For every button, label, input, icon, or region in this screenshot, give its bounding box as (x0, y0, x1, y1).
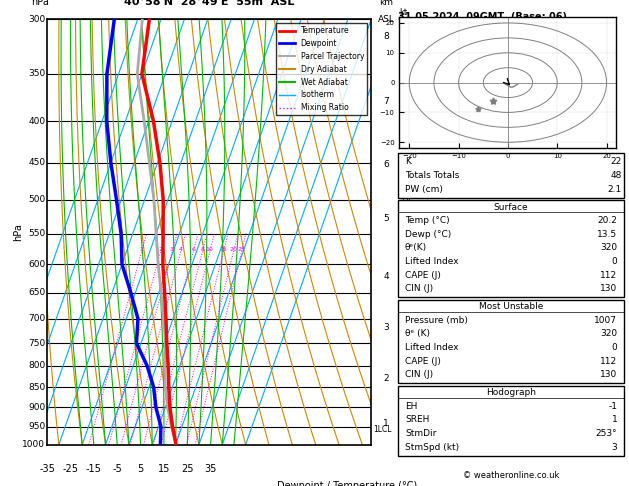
Bar (398, 153, 625, 198)
Text: 1000: 1000 (23, 440, 45, 449)
Text: 6: 6 (383, 160, 389, 170)
Text: ASL: ASL (377, 15, 394, 24)
Text: 15: 15 (220, 247, 227, 252)
Text: 0: 0 (611, 343, 617, 352)
Text: 600: 600 (28, 260, 45, 269)
Text: Totals Totals: Totals Totals (405, 171, 459, 180)
Text: 8: 8 (201, 247, 204, 252)
Text: 7: 7 (383, 97, 389, 105)
Text: Dewp (°C): Dewp (°C) (405, 230, 451, 239)
Text: 1: 1 (611, 416, 617, 424)
Text: 1LCL: 1LCL (373, 425, 391, 434)
Text: θᵉ(K): θᵉ(K) (405, 243, 427, 252)
Bar (398, 386, 625, 456)
Text: -35: -35 (39, 464, 55, 474)
Text: 800: 800 (28, 362, 45, 370)
Text: -15: -15 (86, 464, 102, 474)
Text: 15: 15 (158, 464, 170, 474)
Text: 112: 112 (600, 357, 617, 365)
Text: 2: 2 (383, 374, 389, 382)
Text: EH: EH (405, 402, 417, 411)
Text: kt: kt (399, 8, 408, 17)
Text: 0: 0 (611, 257, 617, 266)
Text: K: K (405, 157, 411, 166)
Text: 700: 700 (28, 314, 45, 323)
Text: 2: 2 (159, 247, 162, 252)
Text: 1: 1 (383, 419, 389, 429)
Text: 550: 550 (28, 229, 45, 238)
Text: 850: 850 (28, 383, 45, 392)
Text: 1: 1 (140, 247, 143, 252)
Text: StmSpd (kt): StmSpd (kt) (405, 443, 459, 451)
Text: 300: 300 (28, 15, 45, 24)
Text: -25: -25 (62, 464, 79, 474)
Text: 35: 35 (204, 464, 217, 474)
Text: 6: 6 (191, 247, 195, 252)
Text: Lifted Index: Lifted Index (405, 343, 459, 352)
Text: 3: 3 (383, 323, 389, 331)
Text: 750: 750 (28, 339, 45, 347)
Text: 22: 22 (611, 157, 622, 166)
Text: 253°: 253° (596, 429, 617, 438)
Text: Pressure (mb): Pressure (mb) (405, 316, 468, 325)
Bar (398, 300, 625, 383)
Text: 31.05.2024  09GMT  (Base: 06): 31.05.2024 09GMT (Base: 06) (398, 12, 567, 22)
Text: θᵉ (K): θᵉ (K) (405, 330, 430, 338)
Text: Temp (°C): Temp (°C) (405, 216, 450, 225)
Text: 4: 4 (383, 273, 389, 281)
Text: 13.5: 13.5 (597, 230, 617, 239)
Text: 450: 450 (28, 158, 45, 167)
Text: 500: 500 (28, 195, 45, 205)
Text: 5: 5 (383, 214, 389, 223)
Text: 320: 320 (600, 243, 617, 252)
Text: 5: 5 (138, 464, 143, 474)
Text: 10: 10 (206, 247, 213, 252)
Text: 40°58'N  28°49'E  55m  ASL: 40°58'N 28°49'E 55m ASL (124, 0, 294, 7)
Text: -5: -5 (113, 464, 122, 474)
Text: 20.2: 20.2 (598, 216, 617, 225)
Text: Lifted Index: Lifted Index (405, 257, 459, 266)
Text: CIN (J): CIN (J) (405, 370, 433, 379)
Text: 4: 4 (179, 247, 182, 252)
Text: Surface: Surface (494, 203, 528, 211)
Text: 20: 20 (230, 247, 237, 252)
Text: CAPE (J): CAPE (J) (405, 357, 441, 365)
Text: hPa: hPa (13, 223, 23, 241)
Text: 650: 650 (28, 288, 45, 297)
Text: -1: -1 (608, 402, 617, 411)
Text: km: km (379, 0, 393, 7)
Text: Dewpoint / Temperature (°C): Dewpoint / Temperature (°C) (277, 481, 417, 486)
Text: 130: 130 (600, 370, 617, 379)
Text: Most Unstable: Most Unstable (479, 302, 543, 311)
Text: 3: 3 (611, 443, 617, 451)
Text: 112: 112 (600, 271, 617, 279)
Text: CAPE (J): CAPE (J) (405, 271, 441, 279)
Text: PW (cm): PW (cm) (405, 185, 443, 193)
Text: 320: 320 (600, 330, 617, 338)
Text: 400: 400 (28, 117, 45, 125)
Text: 25: 25 (237, 247, 245, 252)
Text: CIN (J): CIN (J) (405, 284, 433, 293)
Text: SREH: SREH (405, 416, 430, 424)
Text: 1007: 1007 (594, 316, 617, 325)
Text: 8: 8 (383, 32, 389, 41)
Text: 350: 350 (28, 69, 45, 78)
Text: 130: 130 (600, 284, 617, 293)
Text: 3: 3 (170, 247, 174, 252)
Text: hPa: hPa (31, 0, 49, 7)
Text: Mixing Ratio (g/kg): Mixing Ratio (g/kg) (402, 192, 411, 272)
Text: 950: 950 (28, 422, 45, 431)
Bar (398, 200, 625, 297)
Legend: Temperature, Dewpoint, Parcel Trajectory, Dry Adiabat, Wet Adiabat, Isotherm, Mi: Temperature, Dewpoint, Parcel Trajectory… (276, 23, 367, 115)
Text: 48: 48 (611, 171, 622, 180)
Text: StmDir: StmDir (405, 429, 437, 438)
Text: 900: 900 (28, 403, 45, 412)
Text: 2.1: 2.1 (608, 185, 622, 193)
Text: Hodograph: Hodograph (486, 388, 536, 397)
Text: 25: 25 (181, 464, 194, 474)
Text: © weatheronline.co.uk: © weatheronline.co.uk (463, 471, 559, 480)
